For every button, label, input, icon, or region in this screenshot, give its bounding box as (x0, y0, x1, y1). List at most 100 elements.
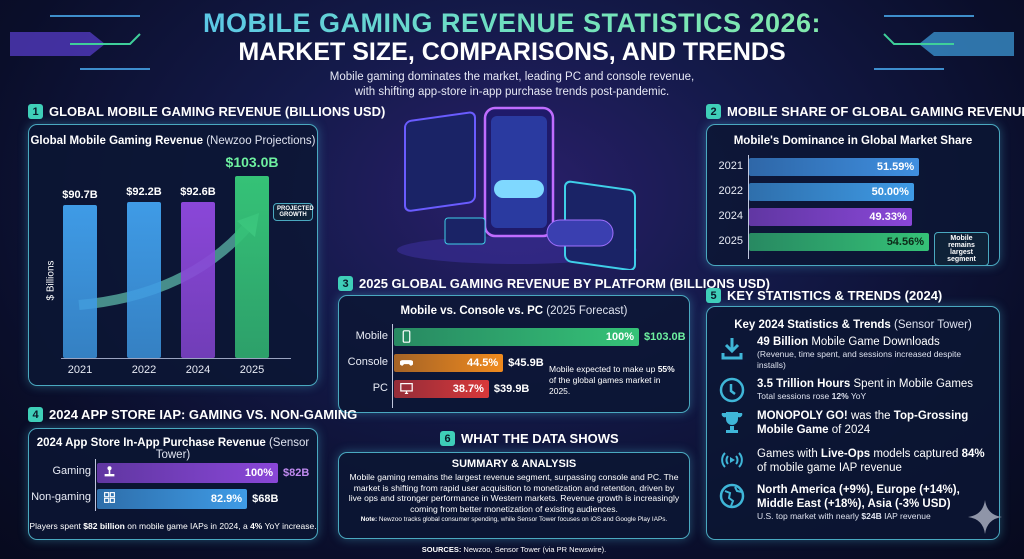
bar-gaming: 100% (97, 463, 278, 483)
stat-item: 3.5 Trillion Hours Spent in Mobile Games… (719, 377, 989, 403)
bar-pc: 38.7% (394, 380, 489, 398)
chart-title: 2024 App Store In-App Purchase Revenue (… (36, 437, 310, 461)
amount-label: $82B (283, 466, 310, 479)
section-title: KEY STATISTICS & TRENDS (2024) (727, 288, 943, 303)
category-label: 2024 (718, 210, 743, 222)
bar-2025 (235, 176, 269, 358)
text-segment: 12% (831, 391, 849, 401)
iap-note: Players spent $82 billion on mobile game… (29, 521, 317, 531)
stat-headline: North America (+9%), Europe (+14%), Midd… (757, 483, 989, 511)
section-number: 2 (706, 104, 721, 119)
gamepad-icon (400, 360, 413, 366)
section-title: 2025 GLOBAL GAMING REVENUE BY PLATFORM (… (359, 276, 770, 291)
bar-value-label: 54.56% (886, 235, 924, 248)
clock-icon (719, 377, 745, 403)
text-segment: YoY (848, 391, 867, 401)
section-title: WHAT THE DATA SHOWS (461, 431, 619, 446)
stat-item: North America (+9%), Europe (+14%), Midd… (719, 483, 989, 522)
summary-panel: SUMMARY & ANALYSIS Mobile gaming remains… (338, 452, 690, 539)
chart-panel-mobile-revenue: Global Mobile Gaming Revenue (Newzoo Pro… (28, 124, 318, 386)
text-segment: 3.5 Trillion Hours (757, 378, 851, 390)
bar-value-label: 38.7% (452, 382, 484, 395)
section-number: 6 (440, 431, 455, 446)
joystick-icon (104, 466, 115, 477)
text-segment: IAP revenue (881, 511, 931, 521)
x-tick-label: 2024 (185, 364, 211, 376)
live-broadcast-icon (721, 452, 743, 468)
category-label: PC (372, 382, 388, 394)
stat-item: Games with Live-Ops models captured 84% … (719, 447, 989, 475)
bar-value-label: 100% (244, 466, 273, 479)
text-segment: U.S. top market with nearly (757, 511, 862, 521)
download-icon (721, 338, 743, 360)
value-label: $90.7B (62, 188, 98, 201)
section-number: 5 (706, 288, 721, 303)
category-label: Gaming (52, 465, 91, 477)
text-segment: of 2024 (828, 424, 871, 436)
x-tick-label: 2022 (131, 364, 157, 376)
mobile-gaming-illustration (397, 106, 637, 270)
stats-title: Key 2024 Statistics & Trends (Sensor Tow… (734, 319, 972, 331)
section-title: GLOBAL MOBILE GAMING REVENUE (BILLIONS U… (49, 104, 386, 119)
subtitle-line-1: Mobile gaming dominates the market, lead… (329, 71, 695, 83)
section-1-heading: 1 GLOBAL MOBILE GAMING REVENUE (BILLIONS… (28, 104, 385, 119)
circuit-decoration-left (10, 15, 150, 70)
bar-value-label: 44.5% (466, 356, 499, 369)
category-label: 2021 (718, 160, 743, 172)
category-label: Console (347, 356, 388, 368)
section-number: 1 (28, 104, 43, 119)
section-3-heading: 3 2025 GLOBAL GAMING REVENUE BY PLATFORM… (338, 276, 770, 291)
category-label: 2022 (718, 185, 743, 197)
key-statistics-panel: Key 2024 Statistics & Trends (Sensor Tow… (706, 306, 1000, 540)
bar-value-label: 100% (605, 330, 634, 343)
subtitle-line-2: with shifting app-store in-app purchase … (354, 86, 670, 98)
chart-panel-app-store-iap: 2024 App Store In-App Purchase Revenue (… (28, 428, 318, 540)
bar-value-label: 51.59% (876, 160, 915, 173)
stat-text: 49 Billion Mobile Game Downloads (Revenue… (757, 335, 989, 371)
value-label: $103.0B (225, 154, 279, 171)
y-axis (392, 324, 393, 408)
section-title: 2024 APP STORE IAP: GAMING VS. NON-GAMIN… (49, 407, 358, 422)
bar-2021: 51.59% (749, 158, 920, 176)
x-tick-label: 2025 (239, 364, 265, 376)
platform-note: Mobile expected to make up 55% of the gl… (549, 364, 675, 396)
title-line-2: MARKET SIZE, COMPARISONS, AND TRENDS (238, 38, 786, 66)
stat-text: MONOPOLY GO! was the Top-Grossing Mobile… (757, 409, 989, 437)
text-segment: Games with (757, 448, 821, 460)
stat-item: MONOPOLY GO! was the Top-Grossing Mobile… (719, 409, 989, 437)
text-segment: models captured (870, 448, 962, 460)
stat-headline: MONOPOLY GO! was the Top-Grossing Mobile… (757, 409, 989, 437)
chart-title: Global Mobile Gaming Revenue (Newzoo Pro… (30, 135, 316, 147)
apps-grid-icon (104, 492, 115, 503)
circuit-decoration-right (874, 15, 1014, 70)
title-line-1: MOBILE GAMING REVENUE STATISTICS 2026: (0, 8, 1024, 39)
summary-note: Note: Newzoo tracks global consumer spen… (360, 516, 668, 524)
amount-label: $39.9B (493, 382, 530, 395)
amount-label: $45.9B (508, 356, 544, 369)
bar-console: 44.5% (394, 354, 504, 372)
bar-2024 (181, 201, 215, 358)
stat-text: 3.5 Trillion Hours Spent in Mobile Games… (757, 377, 973, 402)
section-6-heading: 6 WHAT THE DATA SHOWS (440, 431, 619, 446)
section-number: 3 (338, 276, 353, 291)
bar-2022: 50.00% (749, 183, 914, 201)
stat-text: Games with Live-Ops models captured 84% … (757, 447, 989, 475)
text-segment: $24B (861, 511, 882, 521)
text-segment: Live-Ops (820, 448, 871, 460)
section-5-heading: 5 KEY STATISTICS & TRENDS (2024) (706, 288, 942, 303)
largest-segment-callout: Mobile remains largest segment (934, 232, 989, 266)
section-2-heading: 2 MOBILE SHARE OF GLOBAL GAMING REVENUE … (706, 104, 1024, 119)
text-segment: was the (847, 410, 894, 422)
sources: SOURCES: Newzoo, Sensor Tower (via PR Ne… (421, 545, 607, 554)
subtitle: Mobile gaming dominates the market, lead… (0, 70, 1024, 100)
summary-title: SUMMARY & ANALYSIS (451, 458, 577, 470)
stat-headline: Games with Live-Ops models captured 84% … (757, 447, 989, 475)
section-number: 4 (28, 407, 43, 422)
category-label: Mobile (355, 330, 388, 342)
bar-2021 (63, 204, 97, 358)
x-axis (61, 358, 291, 359)
trophy-icon (721, 412, 743, 433)
chart-panel-platform-revenue: Mobile vs. Console vs. PC (2025 Forecast… (338, 295, 690, 413)
bar-value-label: 50.00% (871, 185, 909, 198)
text-segment: (Revenue, time spent, and sessions incre… (757, 349, 962, 370)
